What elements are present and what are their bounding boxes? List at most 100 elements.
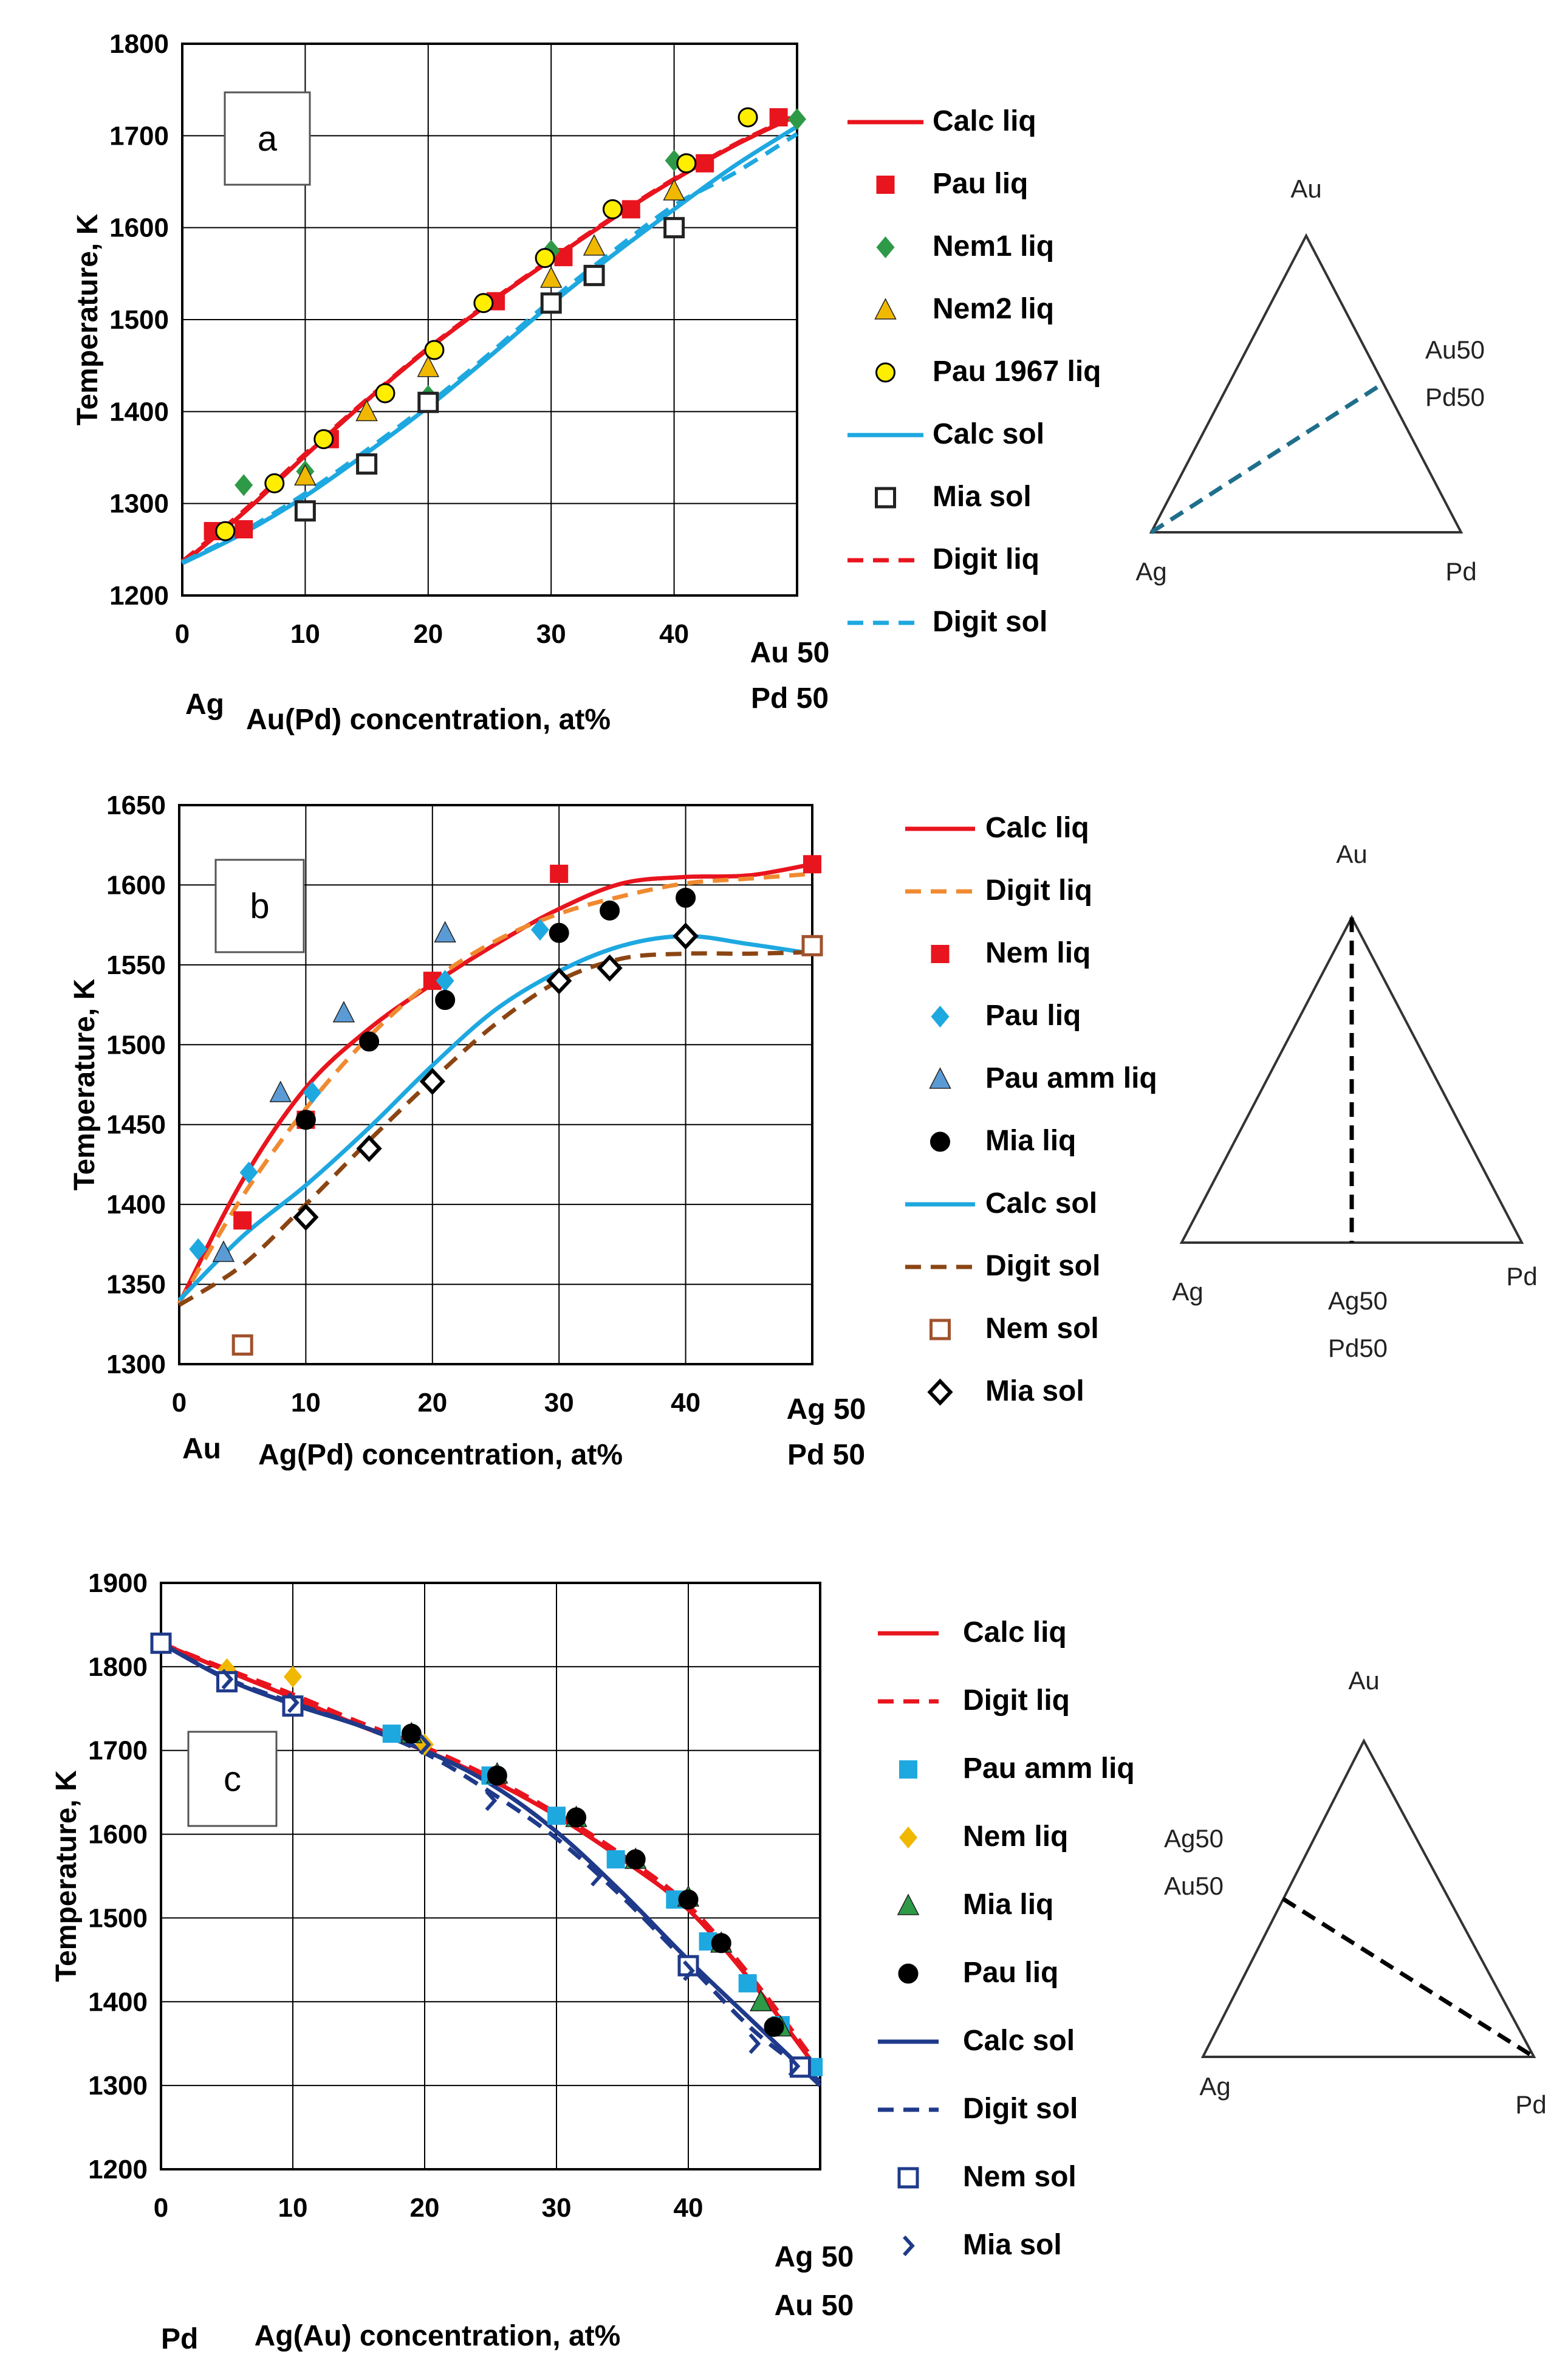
- data-point-mia-sol: [294, 500, 316, 522]
- legend-item: Digit liq: [847, 543, 1039, 575]
- data-point-nem-sol: [231, 1334, 253, 1356]
- legend-label: Pau 1967 liq: [933, 355, 1101, 388]
- data-point-pau-liq: [764, 2017, 784, 2037]
- series-line-calc-liq: [177, 862, 813, 1305]
- data-point-nem-liq: [233, 1211, 252, 1230]
- data-layer: [180, 107, 806, 566]
- x-tick-label: 20: [410, 2193, 440, 2223]
- legend-item: Digit sol: [878, 2093, 1078, 2125]
- legend-item: Mia sol: [903, 2229, 1062, 2261]
- legend-label: Calc sol: [963, 2025, 1075, 2057]
- y-tick-label: 1200: [88, 2155, 148, 2184]
- data-point-nem1-liq: [235, 474, 253, 496]
- series-line-digit-sol: [160, 1641, 822, 2084]
- x-end-label: Ag 50: [787, 1393, 866, 1426]
- vertex-label-left: Ag: [1199, 2072, 1230, 2101]
- x-end-label: Au 50: [775, 2290, 854, 2322]
- section-endpoint-label: Au50: [1425, 335, 1485, 364]
- data-point-pau-1967-liq: [424, 340, 445, 360]
- x-tick-label: 0: [175, 619, 190, 649]
- legend-swatch: [931, 1006, 950, 1028]
- legend-item: Pau amm liq: [899, 1752, 1135, 1785]
- x-tick-label: 20: [417, 1388, 447, 1418]
- y-tick-label: 1350: [106, 1270, 166, 1300]
- y-tick-label: 1400: [109, 397, 169, 427]
- y-tick-label: 1800: [88, 1652, 148, 1682]
- y-tick-label: 1700: [88, 1736, 148, 1766]
- legend-label: Pau liq: [933, 168, 1028, 200]
- y-tick-label: 1400: [106, 1190, 166, 1220]
- data-point-mia-liq: [676, 887, 696, 908]
- x-tick-label: 30: [542, 2193, 572, 2223]
- y-tick-label: 1500: [106, 1030, 166, 1060]
- x-tick-label: 0: [172, 1388, 187, 1418]
- legend-swatch: [929, 1067, 951, 1089]
- data-point-mia-liq: [295, 1110, 316, 1130]
- x-start-label: Au: [182, 1433, 221, 1465]
- y-axis-label: Temperature, K: [69, 978, 101, 1190]
- x-tick-label: 10: [290, 619, 320, 649]
- data-point-pau-liq: [303, 1082, 321, 1104]
- data-point-pau-1967-liq: [535, 248, 555, 269]
- data-point-pau-amm-liq: [212, 1240, 235, 1262]
- legend-label: Mia liq: [963, 1889, 1053, 1921]
- x-tick-label: 0: [154, 2193, 168, 2223]
- legend-item: Pau amm liq: [929, 1062, 1157, 1094]
- panel-label-box: [187, 1731, 278, 1827]
- x-tick-label: 40: [659, 619, 689, 649]
- data-point-pau-liq: [711, 1933, 731, 1954]
- panel-label-box: [214, 859, 305, 953]
- legend-item: Calc liq: [878, 1616, 1067, 1649]
- legend-item: Pau liq: [931, 1000, 1081, 1032]
- legend-item: Digit sol: [847, 606, 1047, 638]
- legend-swatch: [903, 2235, 915, 2257]
- y-tick-label: 1600: [106, 870, 166, 900]
- data-point-nem-liq: [803, 855, 821, 874]
- x-tick-label: 40: [671, 1388, 700, 1418]
- x-end-label: Pd 50: [751, 682, 829, 715]
- y-tick-label: 1300: [106, 1350, 166, 1379]
- data-point-pau-liq: [696, 154, 714, 173]
- legend-item: Pau liq: [876, 168, 1028, 200]
- vertex-label-left: Ag: [1172, 1277, 1203, 1306]
- data-point-mia-sol: [287, 1692, 300, 1714]
- data-point-mia-sol: [417, 391, 439, 413]
- y-axis-label: Temperature, K: [50, 1770, 83, 1982]
- legend-item: Calc liq: [905, 812, 1089, 844]
- legend-item: Nem liq: [931, 937, 1090, 969]
- composition-section-line: [1282, 1897, 1535, 2059]
- legend-label: Nem sol: [963, 2161, 1077, 2193]
- legend-label: Nem2 liq: [933, 293, 1054, 325]
- legend-item: Pau 1967 liq: [875, 355, 1101, 388]
- x-start-label: Ag: [185, 688, 224, 721]
- data-point-nem-liq: [284, 1666, 302, 1688]
- data-point-mia-sol: [683, 1960, 695, 1982]
- y-tick-label: 1550: [106, 950, 166, 980]
- legend-swatch: [874, 298, 897, 320]
- legend-swatch: [897, 1893, 920, 1915]
- x-end-label: Au 50: [750, 637, 830, 669]
- data-layer: [150, 1632, 823, 2087]
- legend-label: Calc sol: [933, 418, 1044, 450]
- legend-swatch: [927, 1378, 953, 1406]
- series-line-digit-sol: [181, 132, 798, 564]
- data-point-mia-liq: [549, 922, 569, 943]
- data-point-mia-sol: [540, 292, 562, 314]
- legend-item: Mia liq: [930, 1125, 1076, 1157]
- panel-label-box: [224, 91, 311, 186]
- panel-label: c: [224, 1760, 241, 1799]
- data-point-nem2-liq: [417, 355, 440, 377]
- data-point-pau-liq: [678, 1889, 699, 1910]
- data-point-pau-1967-liq: [313, 429, 334, 450]
- data-point-mia-sol: [748, 2033, 761, 2054]
- vertex-label-top: Au: [1290, 174, 1321, 203]
- x-axis-label: Au(Pd) concentration, at%: [246, 704, 611, 736]
- legend-item: Nem sol: [930, 1313, 1099, 1345]
- data-point-nem2-liq: [539, 266, 563, 288]
- data-point-mia-sol: [419, 1068, 445, 1096]
- data-point-pau-liq: [436, 970, 454, 992]
- legend-swatch: [875, 362, 895, 383]
- section-endpoint-label: Pd50: [1328, 1334, 1388, 1362]
- vertex-label-right: Pd: [1445, 557, 1476, 586]
- y-tick-label: 1800: [109, 29, 169, 59]
